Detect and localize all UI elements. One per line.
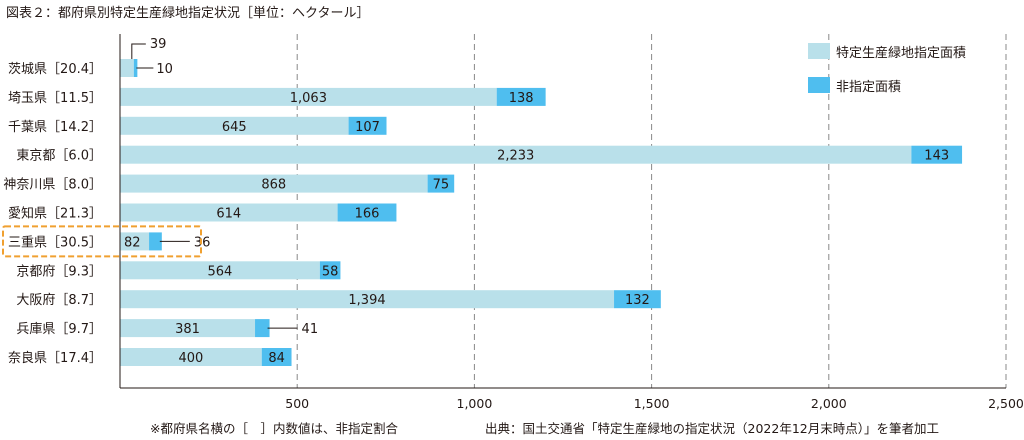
bar-non-designated — [133, 59, 138, 77]
x-tick-label: 2,000 — [811, 396, 847, 411]
bar-designated — [120, 290, 615, 309]
legend-item-designated: 特定生産緑地指定面積 — [808, 40, 966, 62]
bar-designated — [120, 232, 150, 251]
legend-swatch-designated — [808, 43, 830, 59]
category-label: 愛知県［21.3］ — [8, 206, 102, 222]
bar-designated — [120, 319, 256, 338]
data-label-non-designated: 107 — [355, 120, 380, 135]
data-label-non-designated: 10 — [156, 62, 173, 77]
chart-title: 図表２：都府県別特定生産緑地指定状況［単位：ヘクタール］ — [6, 6, 370, 21]
bar-non-designated — [496, 87, 546, 106]
footnote-bracket-note: ※都府県名横の［ ］内数値は、非指定割合 — [150, 421, 398, 436]
legend-swatch-non-designated — [808, 77, 830, 93]
legend-label-non-designated: 非指定面積 — [836, 79, 902, 95]
data-label-designated: 381 — [175, 322, 200, 337]
data-label-non-designated: 41 — [302, 322, 319, 337]
data-label-non-designated: 36 — [194, 235, 211, 250]
highlight-box — [2, 225, 202, 258]
bar-designated — [120, 59, 134, 77]
data-label-designated: 868 — [261, 178, 286, 193]
data-label-designated: 2,233 — [497, 149, 534, 164]
data-label-designated: 1,394 — [348, 293, 385, 308]
data-label-non-designated: 75 — [433, 178, 450, 193]
bar-non-designated — [149, 232, 162, 251]
bar-designated — [120, 348, 262, 366]
data-label-designated: 400 — [178, 351, 203, 366]
x-tick-label: 500 — [285, 396, 309, 411]
bar-non-designated — [255, 319, 270, 338]
category-label: 埼玉県［11.5］ — [8, 91, 102, 106]
data-label-non-designated: 132 — [625, 293, 650, 308]
category-label: 神奈川県［8.0］ — [3, 178, 102, 193]
footnote-source: 出典：国土交通省「特定生産緑地の指定状況（2022年12月末時点）」を筆者加工 — [485, 421, 939, 436]
x-tick-label: 1,000 — [457, 396, 493, 411]
bar-designated — [120, 145, 912, 164]
bar-designated — [120, 203, 338, 222]
data-label-designated: 564 — [208, 264, 233, 279]
leader-line-designated — [131, 43, 146, 59]
bar-non-designated — [319, 261, 341, 280]
bar-non-designated — [427, 174, 455, 193]
category-label: 三重県［30.5］ — [8, 234, 102, 250]
bar-designated — [120, 116, 349, 135]
legend-item-non-designated: 非指定面積 — [808, 74, 966, 96]
data-label-non-designated: 143 — [924, 149, 949, 164]
bar-non-designated — [337, 203, 397, 222]
category-label: 千葉県［14.2］ — [8, 120, 102, 135]
data-label-non-designated: 138 — [509, 91, 534, 106]
legend-label-designated: 特定生産緑地指定面積 — [836, 45, 967, 61]
data-label-designated: 39 — [150, 37, 167, 52]
category-label: 東京都［6.0］ — [16, 148, 102, 164]
x-tick-label: 2,500 — [988, 396, 1024, 411]
data-label-designated: 645 — [222, 120, 247, 135]
category-label: 大阪府［8.7］ — [16, 293, 102, 308]
bar-designated — [120, 87, 497, 106]
x-tick-label: 1,500 — [634, 396, 670, 411]
category-label: 茨城県［20.4］ — [8, 62, 102, 77]
category-label: 京都府［9.3］ — [16, 264, 102, 279]
bar-non-designated — [911, 145, 963, 164]
bar-non-designated — [261, 348, 292, 366]
chart-legend: 特定生産緑地指定面積 非指定面積 — [808, 40, 966, 108]
data-label-designated: 82 — [124, 235, 141, 250]
data-label-non-designated: 84 — [268, 351, 285, 366]
bar-designated — [120, 174, 428, 193]
bar-non-designated — [614, 290, 661, 309]
data-label-non-designated: 166 — [355, 207, 380, 222]
bar-designated — [120, 261, 320, 280]
bar-non-designated — [348, 116, 387, 135]
data-label-designated: 1,063 — [290, 91, 327, 106]
data-label-non-designated: 58 — [322, 264, 339, 279]
category-label: 兵庫県［9.7］ — [16, 322, 102, 337]
category-label: 奈良県［17.4］ — [8, 350, 102, 366]
data-label-designated: 614 — [216, 207, 241, 222]
